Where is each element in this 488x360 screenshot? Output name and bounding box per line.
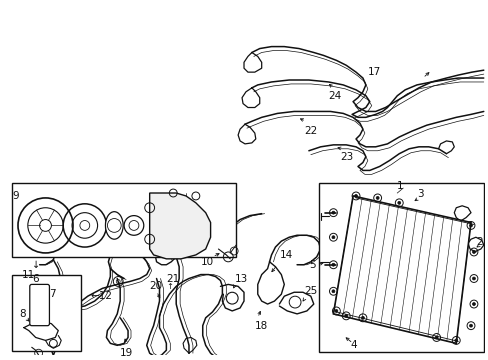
Bar	[12, 275, 81, 351]
Text: 24: 24	[328, 91, 341, 101]
Text: 5: 5	[308, 260, 315, 270]
Text: 4: 4	[349, 340, 356, 350]
Circle shape	[468, 224, 471, 227]
Circle shape	[354, 194, 357, 197]
Text: 19: 19	[120, 348, 133, 358]
Circle shape	[468, 324, 471, 327]
Text: 1: 1	[396, 181, 403, 191]
Circle shape	[331, 211, 334, 214]
Text: ←12: ←12	[91, 291, 112, 301]
Text: 21: 21	[166, 274, 179, 284]
Text: 16: 16	[379, 220, 392, 230]
Circle shape	[397, 201, 400, 204]
Text: 15: 15	[196, 238, 209, 248]
Text: 10: 10	[201, 257, 213, 267]
Text: ↑: ↑	[166, 282, 173, 291]
Text: 17: 17	[367, 67, 380, 77]
Polygon shape	[149, 193, 210, 259]
Circle shape	[375, 197, 378, 199]
Circle shape	[344, 314, 347, 317]
Text: 22: 22	[304, 126, 317, 136]
Bar	[12, 183, 236, 257]
Text: 14: 14	[279, 250, 292, 260]
Text: 6: 6	[32, 274, 38, 284]
Text: 3: 3	[416, 189, 423, 199]
Ellipse shape	[105, 212, 123, 239]
Text: 23: 23	[340, 152, 353, 162]
Circle shape	[471, 251, 474, 253]
Text: ↓: ↓	[32, 260, 40, 270]
Bar	[318, 183, 483, 352]
Text: 7: 7	[49, 289, 56, 299]
Text: 9: 9	[12, 191, 19, 201]
Text: 13: 13	[235, 274, 248, 284]
Circle shape	[331, 290, 334, 293]
Circle shape	[454, 339, 457, 342]
Circle shape	[331, 263, 334, 266]
FancyBboxPatch shape	[30, 284, 49, 326]
Circle shape	[434, 336, 437, 339]
Circle shape	[471, 277, 474, 280]
Circle shape	[334, 310, 337, 312]
Text: 25: 25	[304, 286, 317, 296]
Text: 2: 2	[475, 237, 482, 247]
Text: 8: 8	[19, 309, 25, 319]
Circle shape	[471, 302, 474, 306]
Circle shape	[331, 236, 334, 239]
Text: 18: 18	[254, 321, 267, 331]
Text: 20: 20	[149, 282, 163, 291]
Circle shape	[361, 316, 364, 319]
Text: 11: 11	[22, 270, 35, 280]
Polygon shape	[333, 196, 470, 343]
